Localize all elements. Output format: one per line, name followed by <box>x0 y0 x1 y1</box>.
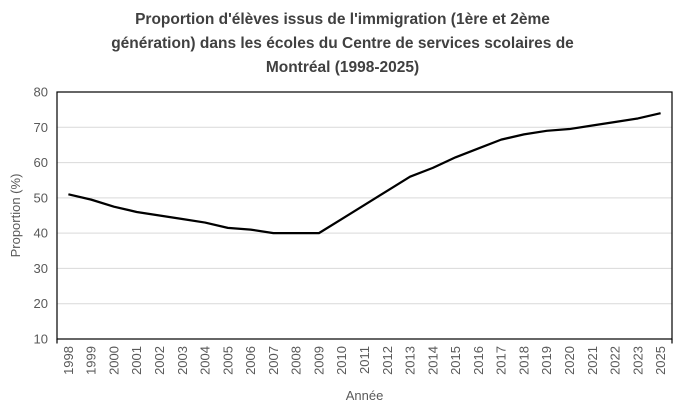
x-tick-label: 2019 <box>539 346 554 375</box>
x-tick-label: 2000 <box>106 346 121 375</box>
x-tick-label: 2014 <box>425 346 440 375</box>
x-tick-label: 2016 <box>471 346 486 375</box>
x-tick-label: 2009 <box>311 346 326 375</box>
plot-generated-layer: 10 20 30 40 50 60 70 80 1998 1999 2000 2001 2002 2003… <box>34 85 673 375</box>
x-tick-label: 2018 <box>516 346 531 375</box>
y-tick-label: 50 <box>34 190 48 205</box>
x-tick-label: 2008 <box>289 346 304 375</box>
x-tick-label: 2006 <box>243 346 258 375</box>
chart-title-line-1: Proportion d'élèves issus de l'immigrati… <box>135 11 550 28</box>
y-tick-label: 40 <box>34 226 48 241</box>
y-tick-label: 60 <box>34 155 48 170</box>
x-tick-label: 2017 <box>494 346 509 375</box>
x-tick-label: 2004 <box>198 346 213 375</box>
x-tick-label: 2013 <box>403 346 418 375</box>
chart-title-line-2: génération) dans les écoles du Centre de… <box>111 35 574 52</box>
chart-title-line-3: Montréal (1998-2025) <box>265 59 420 76</box>
x-tick-label: 2011 <box>357 346 372 374</box>
y-tick-label: 30 <box>34 261 48 276</box>
data-line <box>68 112 661 235</box>
x-tick-label: 2002 <box>152 346 167 375</box>
chart-title: Proportion d'élèves issus de l'immigrati… <box>0 8 685 80</box>
x-tick-label: 2001 <box>129 346 144 375</box>
x-tick-label: 2025 <box>653 346 668 375</box>
x-tick-label: 1998 <box>61 346 76 375</box>
x-tick-label: 2012 <box>380 346 395 375</box>
y-tick-label: 70 <box>34 120 48 135</box>
x-tick-label: 1999 <box>84 346 99 375</box>
x-tick-label: 2007 <box>266 346 281 375</box>
y-tick-label: 80 <box>34 85 48 100</box>
y-axis-title: Proportion (%) <box>8 174 23 258</box>
x-tick-label: 2003 <box>175 346 190 375</box>
y-tick-label: 10 <box>34 332 48 347</box>
x-tick-label: 2010 <box>334 346 349 375</box>
x-tick-label: 2005 <box>220 346 235 375</box>
x-axis-title: Année <box>346 388 384 403</box>
x-tick-label: 2022 <box>608 346 623 375</box>
x-tick-label: 2021 <box>585 346 600 375</box>
y-tick-label: 20 <box>34 296 48 311</box>
plot-border <box>56 91 673 340</box>
x-tick-label: 2023 <box>630 346 645 375</box>
x-tick-label: 2015 <box>448 346 463 375</box>
x-tick-label: 2020 <box>562 346 577 375</box>
